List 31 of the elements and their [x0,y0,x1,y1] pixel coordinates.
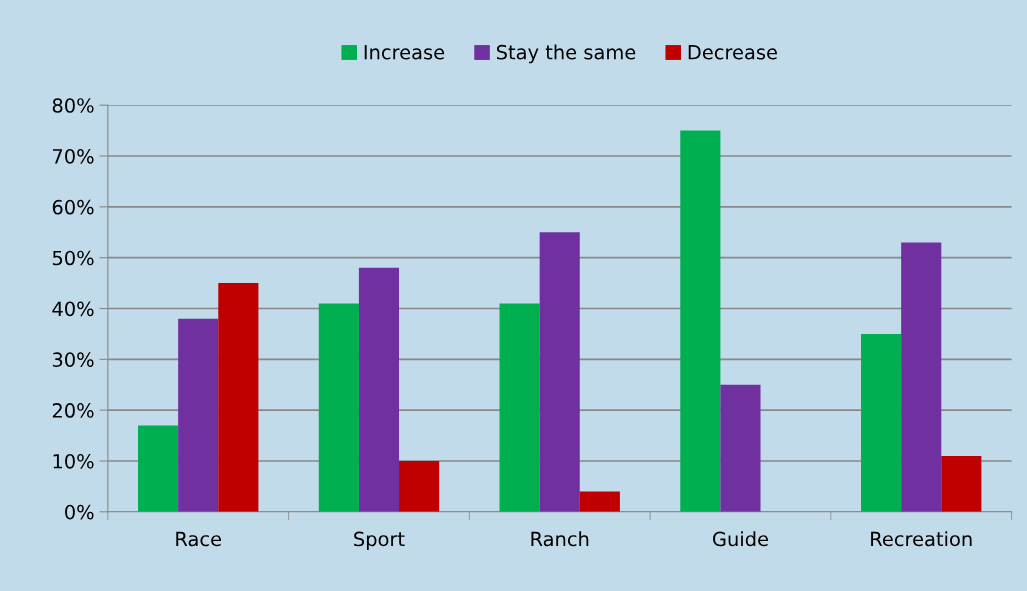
y-tick-label: 40% [52,301,94,317]
legend-label: Stay the same [496,44,636,64]
y-tick-label: 20% [52,403,94,418]
x-tick-label: Race [176,531,221,547]
y-tick-label: 10% [53,453,94,469]
bar [218,283,259,512]
bar [499,303,540,512]
bar [720,384,761,512]
y-tick-label: 80% [52,98,94,113]
bar [178,318,219,512]
bar [861,333,902,512]
x-tick-label: Guide [713,531,768,547]
y-tick-label: 50% [52,250,94,266]
y-tick-label: 30% [52,352,94,367]
bar [579,491,620,512]
y-tick-label: 70% [53,148,94,164]
x-tick-label: Ranch [531,531,589,547]
legend-label: Increase [364,45,445,60]
y-tick-label: 60% [52,199,94,215]
bar [941,455,982,512]
bar [358,267,400,512]
legend-label: Decrease [688,45,777,60]
bar [318,303,359,512]
y-tick-label: 0% [65,504,94,520]
bar [539,232,580,512]
x-tick-label: Sport [354,531,405,551]
bar [680,130,721,512]
bar [901,242,942,512]
bar [399,460,440,512]
x-tick-label: Recreation [871,531,972,547]
bar [138,425,179,512]
